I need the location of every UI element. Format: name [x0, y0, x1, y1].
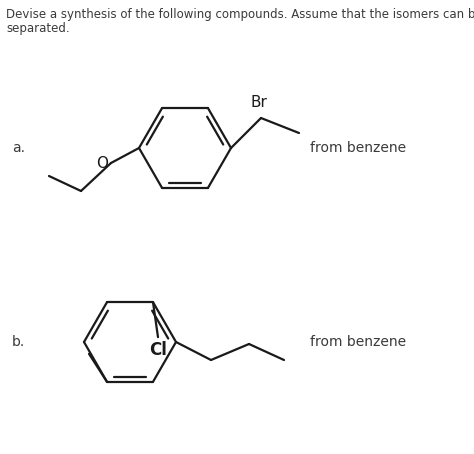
Text: b.: b. — [12, 335, 25, 349]
Text: from benzene: from benzene — [310, 335, 406, 349]
Text: Devise a synthesis of the following compounds. Assume that the isomers can be: Devise a synthesis of the following comp… — [6, 8, 474, 21]
Text: separated.: separated. — [6, 22, 70, 35]
Text: O: O — [96, 156, 108, 171]
Text: from benzene: from benzene — [310, 141, 406, 155]
Text: a.: a. — [12, 141, 25, 155]
Text: Cl: Cl — [149, 341, 167, 359]
Text: Br: Br — [251, 95, 267, 110]
